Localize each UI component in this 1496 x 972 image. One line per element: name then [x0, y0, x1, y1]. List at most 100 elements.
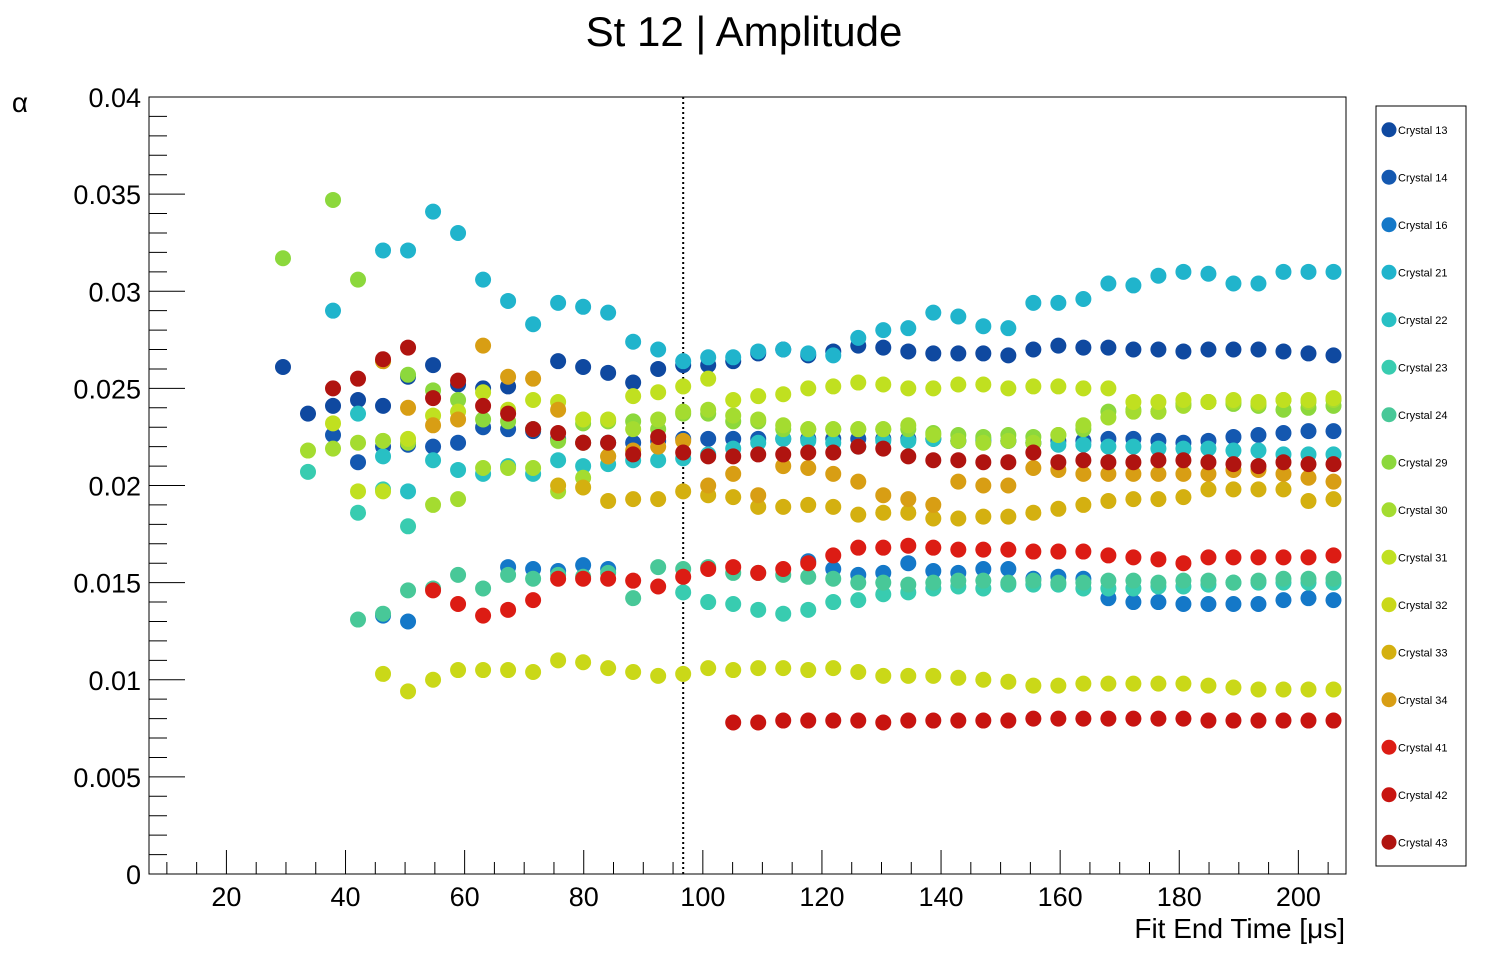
data-point	[1325, 473, 1342, 490]
data-point	[525, 663, 542, 680]
data-point	[1175, 710, 1192, 727]
data-point	[900, 320, 917, 337]
data-point	[675, 665, 692, 682]
data-point	[925, 345, 942, 362]
data-point	[950, 669, 967, 686]
data-point	[750, 411, 767, 428]
data-point	[950, 510, 967, 527]
data-point	[1000, 432, 1017, 449]
data-point	[975, 376, 992, 393]
data-point	[1100, 409, 1117, 426]
legend-marker	[1381, 739, 1397, 755]
data-point	[1325, 423, 1342, 440]
legend-entry: Crystal 21	[1398, 267, 1448, 279]
data-point	[1000, 320, 1017, 337]
data-point	[1300, 493, 1317, 510]
legend-entry: Crystal 29	[1398, 457, 1448, 469]
data-point	[1225, 442, 1242, 459]
data-point	[1175, 465, 1192, 482]
data-point	[1300, 263, 1317, 280]
data-point	[875, 539, 892, 556]
data-point	[625, 421, 642, 438]
data-point	[325, 440, 342, 457]
data-point	[1075, 452, 1092, 469]
x-tick-label: 40	[330, 882, 360, 912]
data-point	[1300, 423, 1317, 440]
data-point	[1150, 675, 1167, 692]
data-point	[450, 411, 467, 428]
data-point	[700, 594, 717, 611]
data-point	[525, 421, 542, 438]
data-point	[950, 376, 967, 393]
data-point	[975, 712, 992, 729]
data-point	[475, 271, 492, 288]
data-point	[500, 662, 517, 679]
data-point	[1275, 343, 1292, 360]
data-point	[1225, 595, 1242, 612]
data-point	[700, 430, 717, 447]
data-point	[1275, 549, 1292, 566]
data-point	[600, 364, 617, 381]
data-point	[1250, 712, 1267, 729]
data-point	[1200, 549, 1217, 566]
data-point	[1075, 339, 1092, 356]
data-point	[1175, 595, 1192, 612]
legend-marker	[1381, 169, 1397, 185]
data-point	[950, 432, 967, 449]
y-tick-label: 0.035	[73, 180, 141, 210]
data-point	[700, 477, 717, 494]
data-point	[775, 498, 792, 515]
data-point	[375, 432, 392, 449]
data-point	[825, 465, 842, 482]
data-point	[1125, 277, 1142, 294]
x-tick-label: 20	[211, 882, 241, 912]
data-point	[1225, 574, 1242, 591]
x-tick-label: 160	[1038, 882, 1083, 912]
data-point	[850, 663, 867, 680]
data-point	[925, 574, 942, 591]
data-point	[1250, 595, 1267, 612]
series-group	[325, 339, 1342, 475]
data-point	[1200, 712, 1217, 729]
data-point	[800, 712, 817, 729]
data-point	[875, 487, 892, 504]
data-point	[600, 304, 617, 321]
x-tick-label: 200	[1276, 882, 1321, 912]
data-point	[1125, 675, 1142, 692]
data-point	[1175, 675, 1192, 692]
data-point	[1000, 574, 1017, 591]
x-axis-label: Fit End Time [μs]	[1134, 913, 1345, 944]
data-point	[1300, 469, 1317, 486]
data-point	[1225, 428, 1242, 445]
data-point	[700, 448, 717, 465]
data-point	[1325, 592, 1342, 609]
data-point	[675, 444, 692, 461]
data-point	[1075, 543, 1092, 560]
data-point	[950, 712, 967, 729]
data-point	[400, 430, 417, 447]
data-point	[550, 294, 567, 311]
y-axis-label: α	[12, 87, 28, 118]
data-point	[825, 594, 842, 611]
data-point	[1000, 561, 1017, 578]
data-point	[1075, 417, 1092, 434]
data-point	[925, 539, 942, 556]
data-point	[975, 434, 992, 451]
data-point	[875, 339, 892, 356]
legend-marker	[1381, 502, 1397, 518]
data-point	[900, 555, 917, 572]
data-point	[925, 712, 942, 729]
data-point	[600, 448, 617, 465]
data-point	[625, 446, 642, 463]
data-point	[750, 446, 767, 463]
data-point	[675, 432, 692, 449]
data-point	[525, 370, 542, 387]
data-point	[900, 432, 917, 449]
data-point	[975, 345, 992, 362]
data-point	[1225, 549, 1242, 566]
data-point	[750, 564, 767, 581]
data-point	[550, 477, 567, 494]
data-point	[450, 662, 467, 679]
series-group	[375, 553, 1342, 630]
data-point	[900, 380, 917, 397]
